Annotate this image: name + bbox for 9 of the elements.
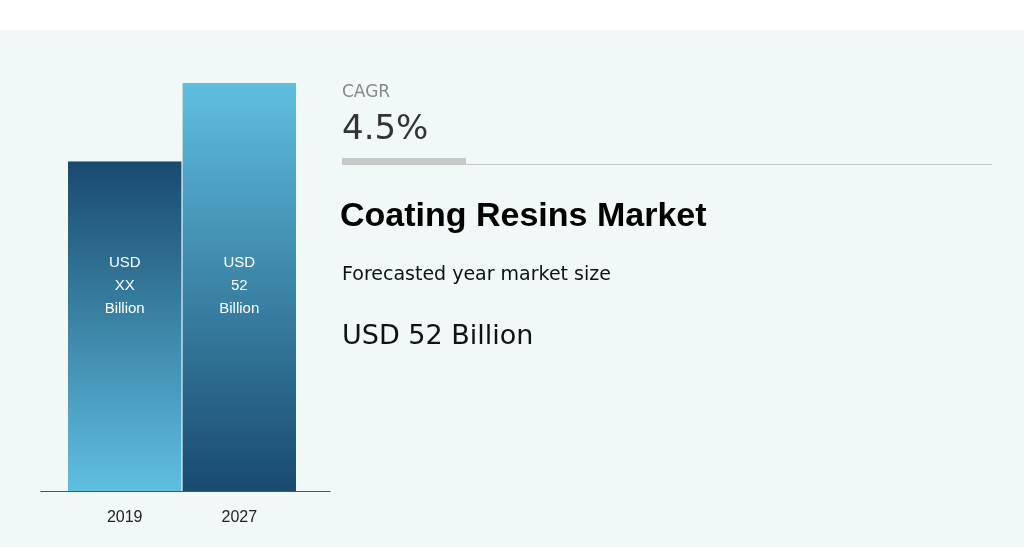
text: USD 52 Billion xyxy=(342,319,534,350)
x-tick-label: 2027 xyxy=(221,508,258,525)
x-tick-label: 2019 xyxy=(106,508,143,525)
text: Forecasted year market size xyxy=(342,262,611,284)
data-label: USD 52 Billion xyxy=(219,253,260,316)
text: 4.5% xyxy=(342,107,429,147)
data-label: USD XX Billion xyxy=(104,253,145,316)
text: Coating Resins Market xyxy=(340,195,707,233)
text: CAGR xyxy=(342,81,391,101)
